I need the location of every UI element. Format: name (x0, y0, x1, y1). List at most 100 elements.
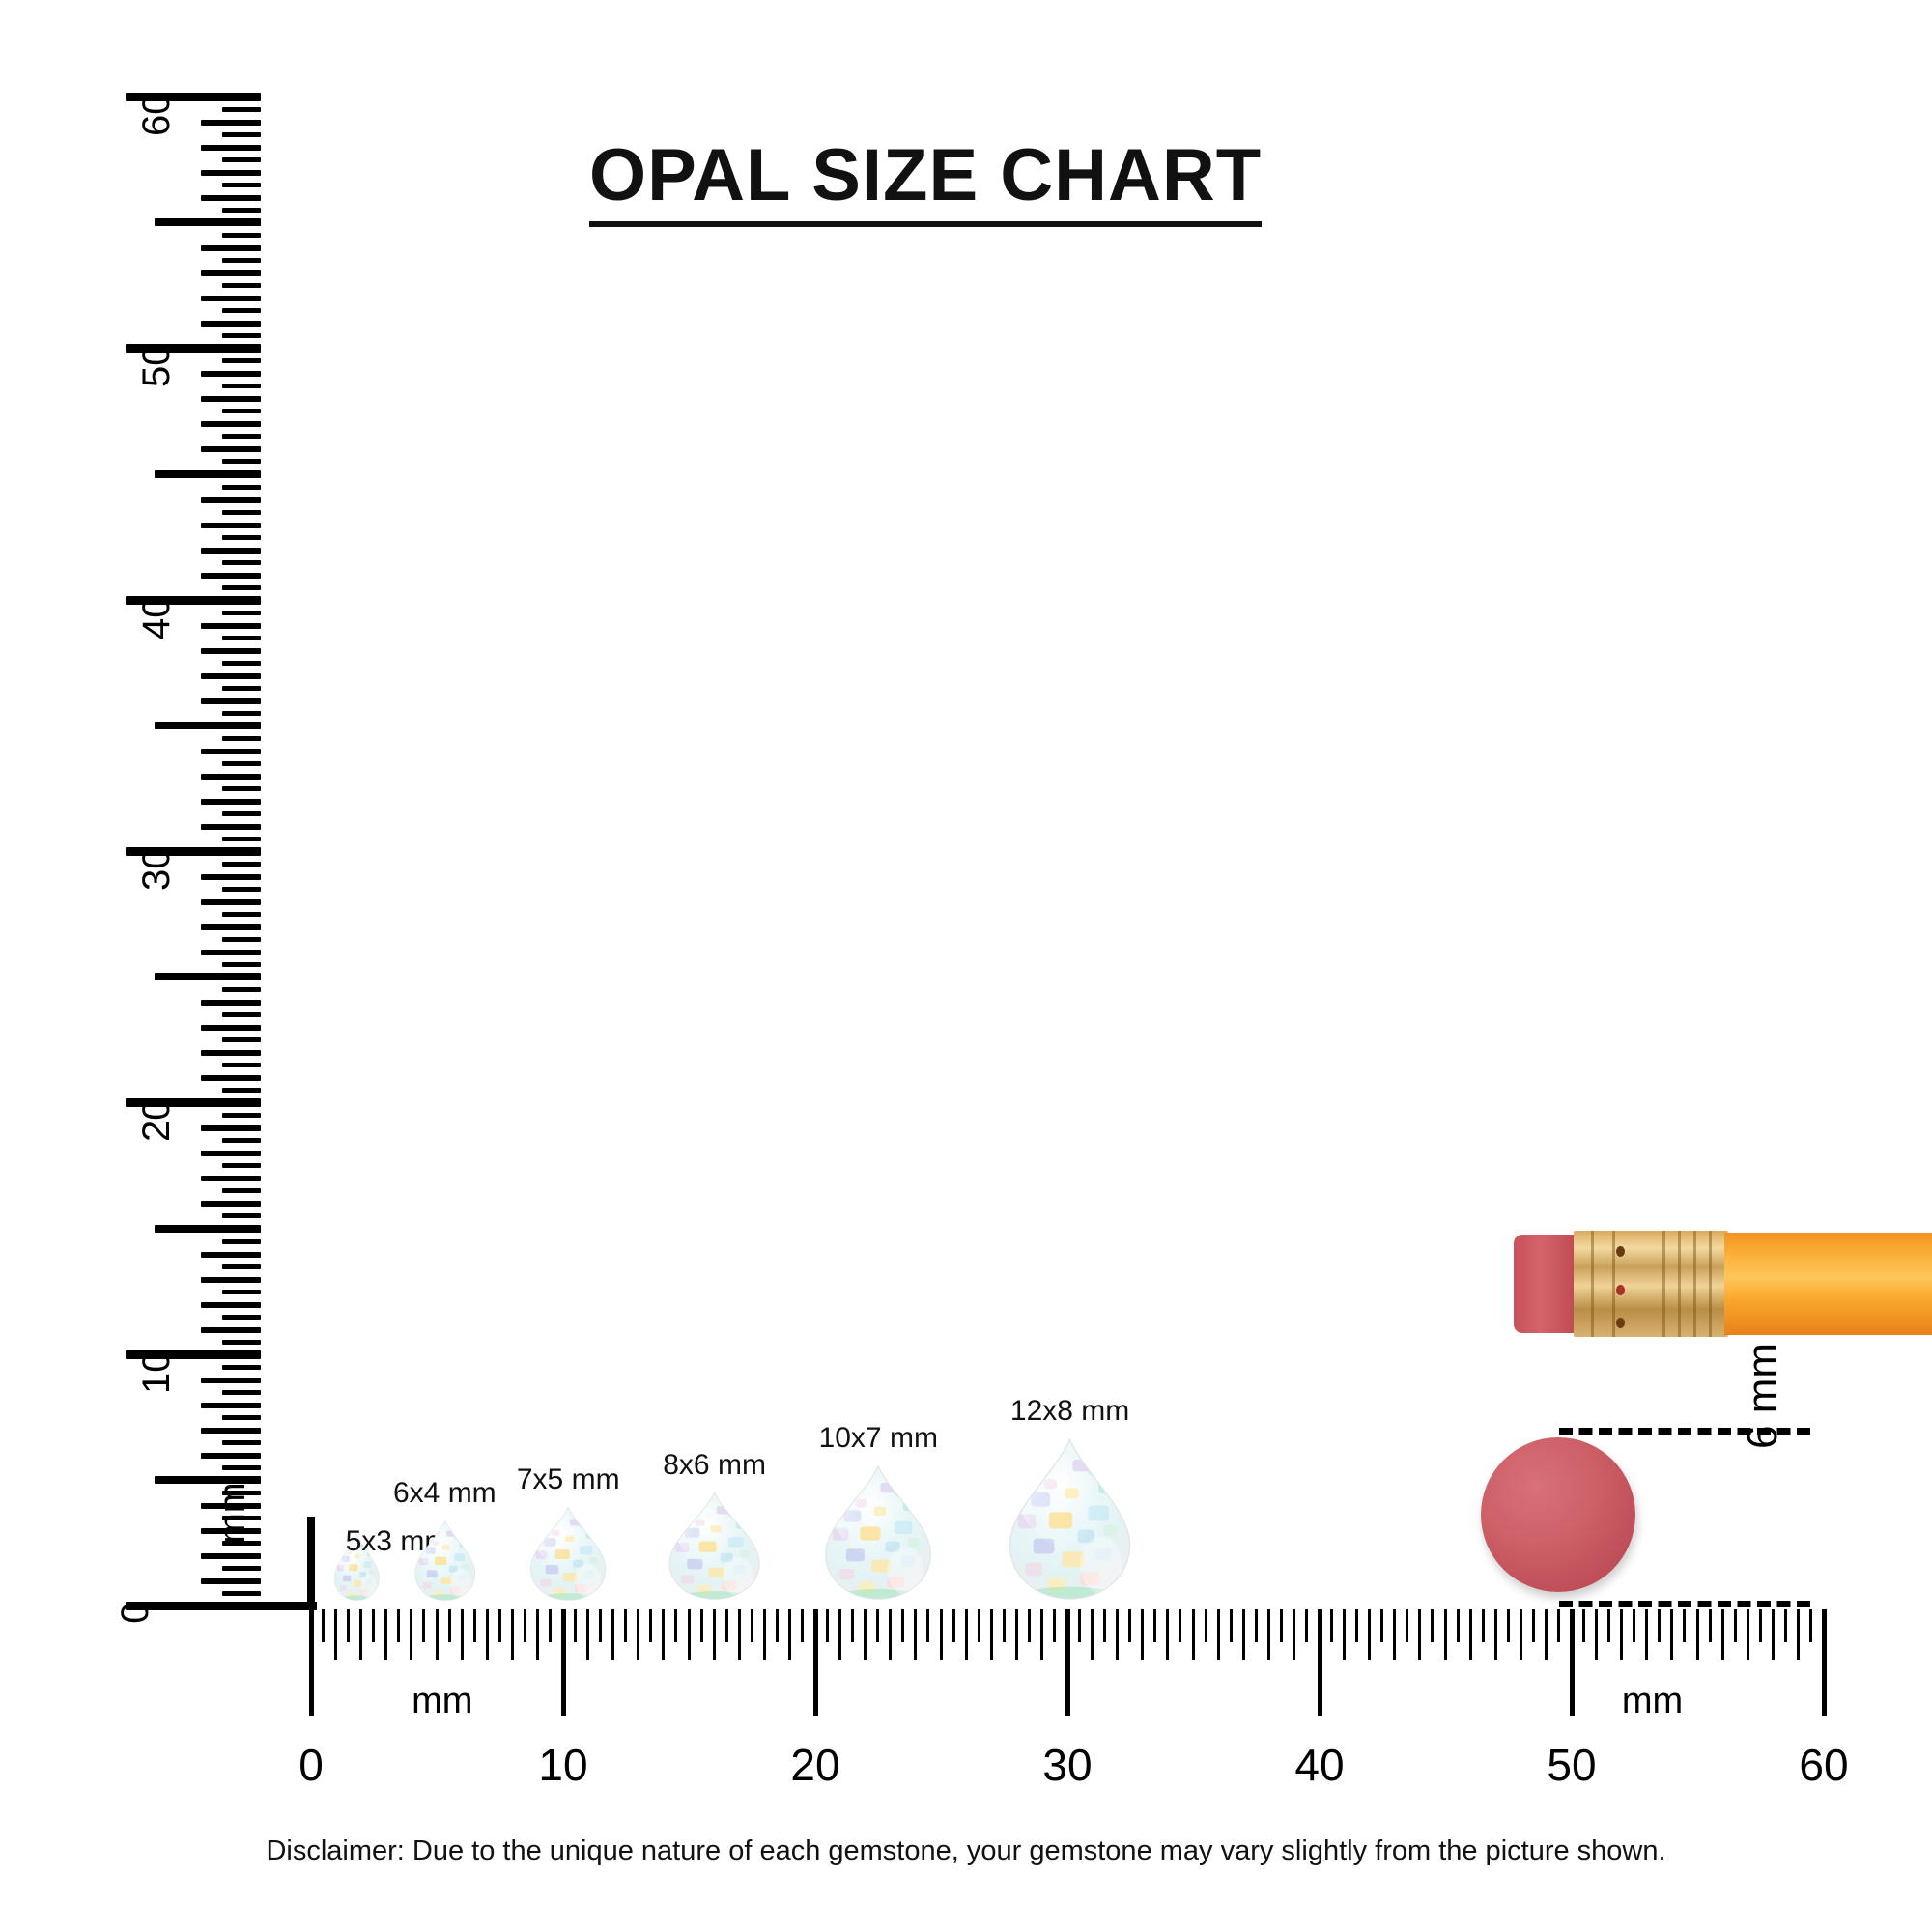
horizontal-ruler-tick (1670, 1609, 1674, 1660)
gem-label-7x5-mm: 7x5 mm (516, 1463, 620, 1495)
vertical-ruler-tick (222, 1490, 261, 1495)
vertical-ruler-tick-half-decade (155, 1475, 261, 1484)
vertical-ruler-tick (222, 1289, 261, 1294)
horizontal-ruler-tick (1266, 1609, 1270, 1660)
horizontal-ruler-tick (1746, 1609, 1749, 1660)
vertical-ruler-tick (201, 823, 261, 830)
horizontal-ruler-tick (485, 1609, 489, 1660)
vertical-ruler-tick (201, 1050, 261, 1057)
horizontal-ruler-tick (1304, 1609, 1308, 1642)
horizontal-ruler-tick (1191, 1609, 1195, 1660)
vertical-ruler-tick (222, 1088, 261, 1094)
horizontal-ruler-tick (510, 1609, 514, 1660)
horizontal-ruler-tick (1481, 1609, 1485, 1642)
horizontal-ruler-tick (662, 1609, 666, 1660)
horizontal-ruler-tick (876, 1609, 880, 1642)
vertical-ruler-tick (201, 1025, 261, 1032)
horizontal-ruler-tick (334, 1609, 338, 1660)
vertical-ruler-tick (222, 1012, 261, 1018)
vertical-ruler-tick (222, 233, 261, 239)
horizontal-ruler-tick (1116, 1609, 1120, 1660)
horizontal-ruler-tick (687, 1609, 691, 1660)
vertical-ruler-label-30: 30 (135, 847, 178, 892)
pencil-icon (1514, 1227, 1932, 1341)
vertical-ruler-tick (222, 308, 261, 314)
gem-label-8x6-mm: 8x6 mm (663, 1449, 766, 1482)
vertical-ruler-label-50: 50 (135, 344, 178, 388)
horizontal-ruler-tick (1733, 1609, 1737, 1642)
horizontal-ruler-tick (1254, 1609, 1258, 1642)
vertical-ruler-tick (201, 120, 261, 127)
vertical-ruler-tick (201, 1527, 261, 1534)
horizontal-ruler-tick (1556, 1609, 1560, 1642)
horizontal-ruler-tick (1796, 1609, 1800, 1660)
vertical-ruler-tick (222, 358, 261, 364)
horizontal-ruler-tick (372, 1609, 376, 1642)
vertical-ruler-tick (201, 371, 261, 378)
horizontal-ruler-tick (800, 1609, 804, 1642)
vertical-ruler-label-40: 40 (135, 596, 178, 639)
horizontal-ruler-label-40: 40 (1294, 1740, 1345, 1790)
horizontal-ruler-tick (1279, 1609, 1283, 1642)
vertical-ruler-tick (222, 333, 261, 339)
horizontal-ruler-tick (1027, 1609, 1031, 1642)
horizontal-ruler-tick (561, 1609, 566, 1716)
horizontal-ruler-tick (347, 1609, 351, 1642)
horizontal-ruler-label-30: 30 (1042, 1740, 1093, 1790)
horizontal-ruler-tick (813, 1609, 818, 1716)
vertical-ruler-tick (126, 847, 261, 856)
vertical-ruler-tick (201, 899, 261, 906)
vertical-ruler-tick (201, 748, 261, 754)
horizontal-ruler-tick (1380, 1609, 1384, 1642)
vertical-ruler-tick (222, 660, 261, 666)
pencil-body (1724, 1233, 1932, 1335)
vertical-ruler-tick (201, 1251, 261, 1258)
vertical-ruler-tick (201, 1402, 261, 1408)
horizontal-ruler-tick (1318, 1609, 1322, 1716)
horizontal-ruler-tick (637, 1609, 640, 1660)
horizontal-ruler-tick (548, 1609, 552, 1642)
horizontal-ruler-tick (384, 1609, 388, 1660)
vertical-ruler-tick (222, 1590, 261, 1596)
page-title: OPAL SIZE CHART (589, 133, 1263, 227)
horizontal-ruler-label-10: 10 (538, 1740, 588, 1790)
disclaimer-text: Disclaimer: Due to the unique nature of … (266, 1835, 1666, 1866)
gem-label-12x8-mm: 12x8 mm (1009, 1394, 1130, 1427)
horizontal-ruler-tick (1544, 1609, 1548, 1660)
horizontal-ruler-tick (1141, 1609, 1145, 1660)
vertical-ruler-tick (201, 145, 261, 152)
horizontal-ruler-tick (649, 1609, 653, 1642)
vertical-ruler-tick (222, 887, 261, 893)
horizontal-ruler-tick (1204, 1609, 1208, 1642)
horizontal-ruler-tick (724, 1609, 728, 1642)
ruler-corner-horizontal (133, 1602, 317, 1610)
horizontal-ruler-tick (1771, 1609, 1775, 1660)
horizontal-ruler-unit-label: mm (1621, 1681, 1684, 1721)
vertical-ruler-tick (201, 773, 261, 780)
vertical-ruler-tick (222, 862, 261, 867)
vertical-ruler-tick (201, 924, 261, 931)
vertical-ruler-tick (222, 1540, 261, 1546)
vertical-ruler-tick-half-decade (155, 721, 261, 729)
horizontal-ruler-tick (1595, 1609, 1599, 1660)
vertical-ruler-tick-half-decade (155, 469, 261, 478)
horizontal-ruler-tick (535, 1609, 539, 1660)
horizontal-ruler-tick (1355, 1609, 1359, 1642)
horizontal-ruler-tick (977, 1609, 980, 1642)
vertical-ruler-tick (222, 1213, 261, 1219)
vertical-ruler-tick (222, 132, 261, 138)
horizontal-ruler-tick (1582, 1609, 1586, 1642)
vertical-ruler-tick (222, 183, 261, 188)
horizontal-ruler-tick (611, 1609, 615, 1660)
vertical-ruler-tick (201, 1502, 261, 1509)
vertical-ruler-tick (201, 522, 261, 528)
horizontal-ruler-tick (1431, 1609, 1435, 1642)
vertical-ruler-tick (201, 1577, 261, 1584)
ruler-corner-vertical (307, 1517, 315, 1609)
horizontal-ruler-tick (1179, 1609, 1182, 1642)
horizontal-ruler-tick (674, 1609, 678, 1642)
horizontal-ruler-tick (422, 1609, 426, 1642)
horizontal-ruler-tick (1166, 1609, 1170, 1660)
vertical-ruler-tick (222, 1063, 261, 1068)
